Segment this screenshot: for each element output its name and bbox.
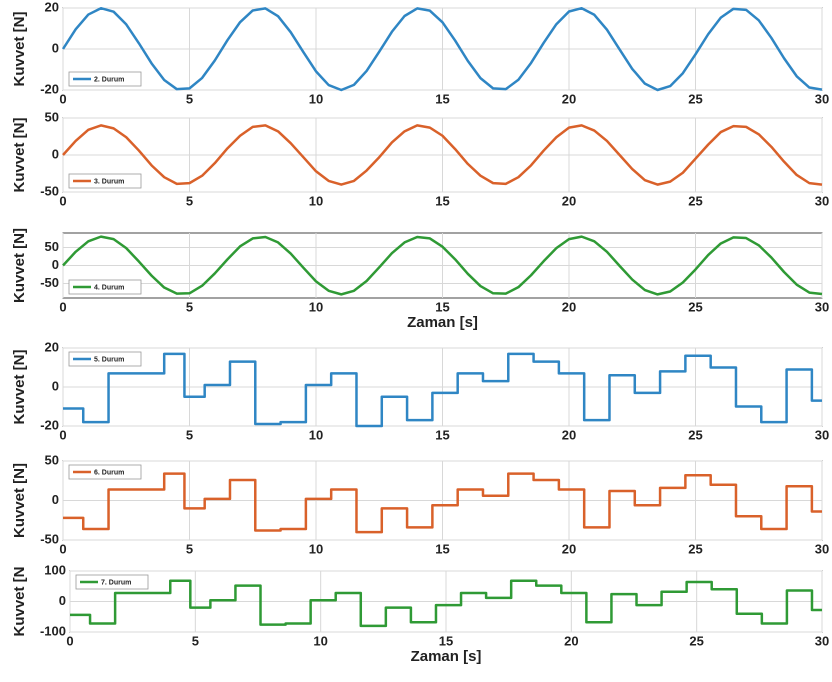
y-tick-label: -100 (40, 623, 66, 638)
legend-box (68, 464, 142, 480)
y-tick-label: -20 (40, 417, 59, 432)
y-axis-label: Kuvvet [N] (11, 349, 28, 424)
x-axis-label: Zaman [s] (407, 314, 478, 331)
legend-label: 7. Durum (101, 579, 131, 586)
x-tick-label: 25 (689, 633, 703, 648)
legend-box (75, 574, 149, 590)
x-tick-label: 15 (435, 91, 449, 106)
series-line (62, 235, 823, 296)
y-tick-label: 20 (45, 0, 59, 14)
x-tick-label: 5 (186, 541, 193, 556)
legend-box (68, 351, 142, 367)
x-tick-label: 25 (688, 193, 702, 208)
x-tick-label: 0 (59, 299, 66, 314)
x-tick-label: 10 (309, 427, 323, 442)
x-tick-label: 0 (66, 633, 73, 648)
y-tick-label: 50 (45, 239, 59, 254)
y-tick-label: 0 (59, 593, 66, 608)
y-tick-label: 0 (52, 492, 59, 507)
legend-box (68, 279, 142, 295)
series-line (70, 579, 822, 628)
series-line (63, 472, 822, 534)
x-tick-label: 0 (59, 193, 66, 208)
legend-box (68, 71, 142, 87)
y-tick-label: -50 (40, 183, 59, 198)
y-tick-label: 50 (45, 452, 59, 467)
x-tick-label: 15 (435, 541, 449, 556)
x-tick-label: 5 (186, 299, 193, 314)
x-tick-label: 30 (815, 193, 829, 208)
legend-label: 5. Durum (94, 356, 124, 363)
x-tick-label: 25 (688, 427, 702, 442)
x-tick-label: 15 (435, 193, 449, 208)
x-tick-label: 20 (564, 633, 578, 648)
legend-label: 2. Durum (94, 76, 124, 83)
legend-label: 4. Durum (94, 284, 124, 291)
x-tick-label: 5 (186, 193, 193, 208)
y-axis-label: Kuvvet [N] (11, 463, 28, 538)
x-tick-label: 30 (815, 633, 829, 648)
y-tick-label: 100 (44, 562, 66, 577)
x-tick-label: 0 (59, 541, 66, 556)
x-tick-label: 20 (562, 91, 576, 106)
x-tick-label: 25 (688, 541, 702, 556)
legend-label: 3. Durum (94, 178, 124, 185)
y-tick-label: 20 (45, 339, 59, 354)
x-tick-label: 25 (688, 299, 702, 314)
y-tick-label: 0 (52, 378, 59, 393)
x-tick-label: 30 (815, 91, 829, 106)
y-axis-label: Kuvvet [N (11, 566, 28, 636)
y-axis-label: Kuvvet [N] (11, 117, 28, 192)
x-tick-label: 0 (59, 427, 66, 442)
y-tick-label: 0 (52, 257, 59, 272)
x-tick-label: 15 (435, 299, 449, 314)
x-tick-label: 30 (815, 299, 829, 314)
x-tick-label: 20 (562, 299, 576, 314)
y-tick-label: -50 (40, 531, 59, 546)
y-tick-label: -20 (40, 81, 59, 96)
x-tick-label: 5 (186, 427, 193, 442)
legend-box (68, 173, 142, 189)
x-tick-label: 10 (313, 633, 327, 648)
x-tick-label: 10 (309, 91, 323, 106)
x-tick-label: 30 (815, 427, 829, 442)
series-line (61, 6, 823, 92)
y-axis-label: Kuvvet [N] (11, 228, 28, 303)
series-line (62, 124, 823, 186)
x-tick-label: 20 (562, 541, 576, 556)
y-tick-label: 0 (52, 40, 59, 55)
x-tick-label: 20 (562, 193, 576, 208)
x-tick-label: 10 (309, 541, 323, 556)
y-tick-label: -50 (40, 275, 59, 290)
y-tick-label: 50 (45, 109, 59, 124)
x-tick-label: 10 (309, 193, 323, 208)
x-tick-label: 5 (186, 91, 193, 106)
x-tick-label: 25 (688, 91, 702, 106)
x-tick-label: 5 (192, 633, 199, 648)
x-tick-label: 10 (309, 299, 323, 314)
x-tick-label: 20 (562, 427, 576, 442)
x-axis-label: Zaman [s] (411, 648, 482, 665)
y-tick-label: 0 (52, 146, 59, 161)
x-tick-label: 30 (815, 541, 829, 556)
x-tick-label: 15 (435, 427, 449, 442)
y-axis-label: Kuvvet [N] (11, 11, 28, 86)
x-tick-label: 15 (439, 633, 453, 648)
legend-label: 6. Durum (94, 469, 124, 476)
x-tick-label: 0 (59, 91, 66, 106)
series-line (63, 352, 822, 428)
